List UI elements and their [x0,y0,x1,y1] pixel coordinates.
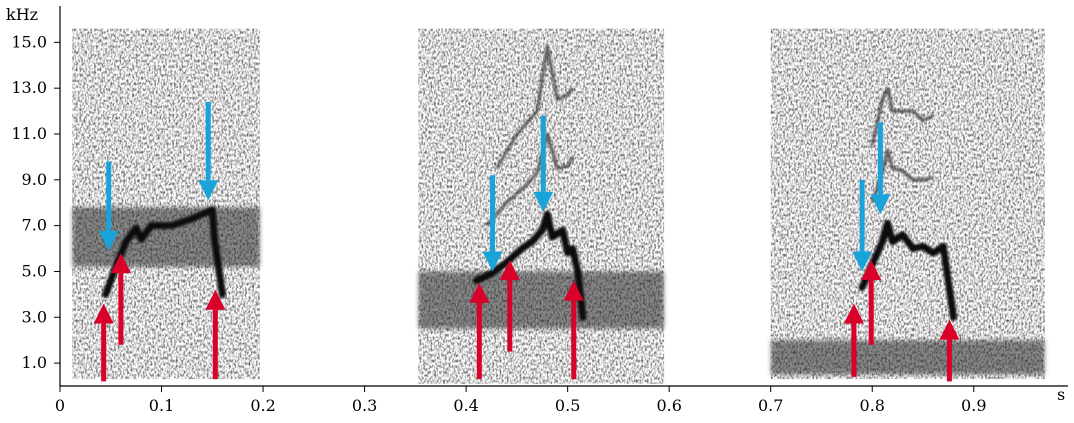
red-arrow [843,303,864,377]
arrow-head [861,260,882,280]
harmonic-contour [495,45,575,170]
arrow-head [205,289,226,310]
arrow-head [469,282,490,303]
fundamental-contour [102,206,226,298]
y-axis-ticks: 1.0 3.0 5.0 7.0 9.0 11.0 13.0 15.0 [11,32,60,372]
x-tick-label: 0.2 [250,396,275,415]
red-arrow [563,280,584,380]
y-axis-unit: kHz [6,5,38,24]
arrow-head [93,303,114,324]
fundamental-contour [472,210,587,321]
y-tick-label: 7.0 [22,216,47,235]
red-arrow [499,260,520,352]
spectrogram-recordings [72,28,1045,384]
x-tick-label: 0.3 [352,396,377,415]
x-axis-unit: s [1057,385,1065,404]
chart-axes: kHz s [6,5,1068,404]
blue-arrow [870,122,891,215]
y-tick-label: 5.0 [22,261,47,280]
arrow-head [110,253,131,274]
x-axis-ticks: 0 0.1 0.2 0.3 0.4 0.5 0.6 0.7 0.8 0.9 [55,386,987,415]
arrow-head [852,251,873,272]
x-tick-label: 0 [55,396,65,415]
arrow-head [939,319,960,340]
blue-arrow [482,175,503,272]
noise-background [72,28,261,380]
harmonic-contour [870,148,934,204]
blue-arrow [98,161,119,251]
arrow-head [563,280,584,301]
arrow-head [98,230,119,251]
fundamental-contour [858,219,957,321]
blue-arrow [852,179,873,272]
energy-band [770,340,1045,375]
harmonic-contour [870,86,934,146]
red-arrow [861,260,882,345]
recording-segment [72,28,261,380]
y-tick-label: 15.0 [11,32,47,51]
red-arrow [205,289,226,380]
arrow-head [482,251,503,272]
red-arrow [110,253,131,345]
x-tick-label: 0.4 [453,396,478,415]
noise-background [770,28,1045,380]
y-tick-label: 3.0 [22,307,47,326]
x-tick-label: 0.7 [758,396,783,415]
x-tick-label: 0.5 [555,396,580,415]
arrow-head [870,194,891,215]
red-arrow [939,319,960,382]
energy-band [72,207,261,267]
arrow-head [843,303,864,324]
y-tick-label: 9.0 [22,170,47,189]
red-arrow [469,282,490,380]
y-tick-label: 11.0 [11,124,47,143]
blue-arrow [533,115,554,212]
y-tick-label: 13.0 [11,78,47,97]
x-tick-label: 0.1 [149,396,174,415]
red-arrow [93,303,114,382]
recording-segment [770,28,1045,380]
arrow-head [533,191,554,212]
annotation-arrows [93,101,960,382]
x-tick-label: 0.8 [860,396,885,415]
x-tick-label: 0.9 [961,396,986,415]
arrow-head [499,260,520,280]
blue-arrow [198,101,219,201]
y-tick-label: 1.0 [22,353,47,372]
energy-band [418,271,665,329]
x-tick-label: 0.6 [656,396,681,415]
arrow-head [198,180,219,201]
